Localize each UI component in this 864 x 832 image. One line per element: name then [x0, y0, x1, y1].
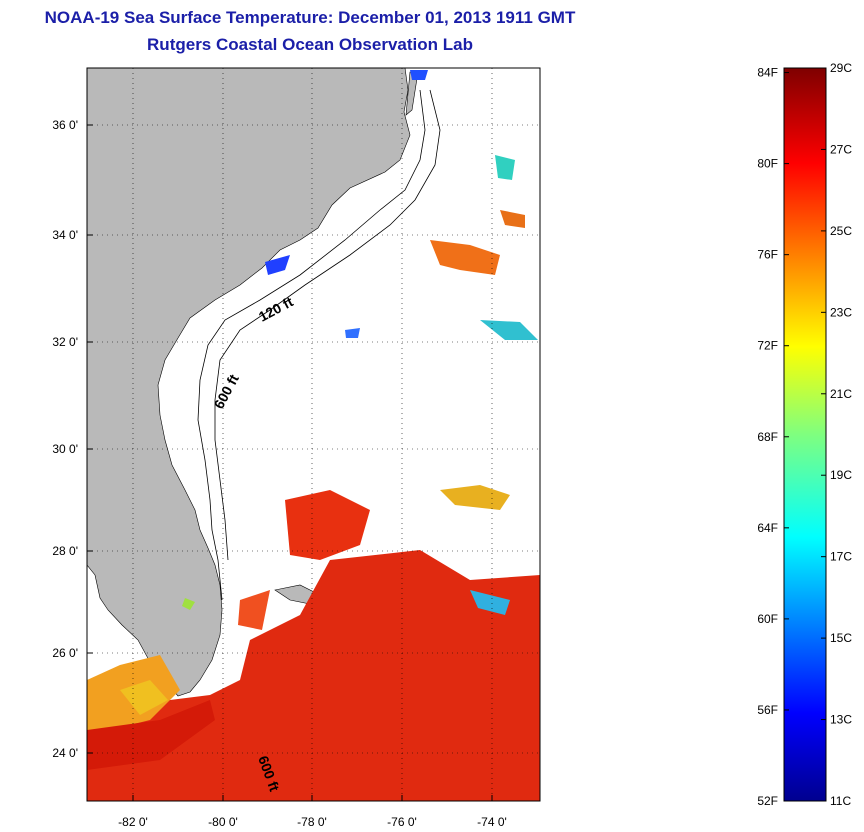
- colorbar: [783, 67, 827, 802]
- grid-lines: [87, 68, 540, 801]
- lat-tick-label: 36 0': [52, 118, 78, 132]
- colorbar-c-label: 17C: [830, 550, 852, 564]
- colorbar-f-label: 76F: [757, 248, 778, 262]
- colorbar-f-label: 68F: [757, 430, 778, 444]
- colorbar-c-label: 19C: [830, 468, 852, 482]
- colorbar-c-label: 23C: [830, 305, 852, 319]
- colorbar-f-label: 64F: [757, 521, 778, 535]
- lat-tick-label: 28 0': [52, 544, 78, 558]
- colorbar-f-label: 52F: [757, 794, 778, 808]
- colorbar-c-label: 25C: [830, 224, 852, 238]
- colorbar-c-label: 15C: [830, 631, 852, 645]
- colorbar-c-label: 29C: [830, 61, 852, 75]
- lat-tick-label: 34 0': [52, 228, 78, 242]
- colorbar-c-label: 11C: [830, 794, 851, 808]
- colorbar-f-label: 84F: [757, 66, 778, 80]
- colorbar-c-label: 21C: [830, 387, 852, 401]
- lon-tick-label: -76 0': [387, 815, 417, 829]
- colorbar-f-label: 80F: [757, 157, 778, 171]
- colorbar-c-label: 27C: [830, 142, 852, 156]
- contour-120ft: [197, 89, 426, 601]
- lon-tick-label: -78 0': [297, 815, 327, 829]
- colorbar-fahrenheit-ticks: 84F 80F 76F 72F 68F 64F 60F 56F 52F: [757, 66, 789, 808]
- lon-tick-label: -74 0': [477, 815, 507, 829]
- colorbar-c-label: 13C: [830, 713, 852, 727]
- map-subtitle: Rutgers Coastal Ocean Observation Lab: [147, 35, 473, 54]
- tick-marks: [87, 124, 493, 801]
- colorbar-f-label: 72F: [757, 339, 778, 353]
- lat-tick-label: 26 0': [52, 646, 78, 660]
- map-frame: [86, 67, 541, 802]
- sst-patches: [87, 70, 540, 801]
- colorbar-celsius-ticks: 29C 27C 25C 23C 21C 19C 17C 15C 13C 11C: [821, 61, 852, 808]
- lon-tick-label: -82 0': [118, 815, 148, 829]
- contour-600ft: [214, 89, 441, 561]
- lat-tick-label: 32 0': [52, 335, 78, 349]
- lon-tick-label: -80 0': [208, 815, 238, 829]
- map-title: NOAA-19 Sea Surface Temperature: Decembe…: [44, 8, 576, 27]
- lat-tick-label: 24 0': [52, 746, 78, 760]
- colorbar-f-label: 56F: [757, 703, 778, 717]
- colorbar-f-label: 60F: [757, 612, 778, 626]
- lat-tick-label: 30 0': [52, 442, 78, 456]
